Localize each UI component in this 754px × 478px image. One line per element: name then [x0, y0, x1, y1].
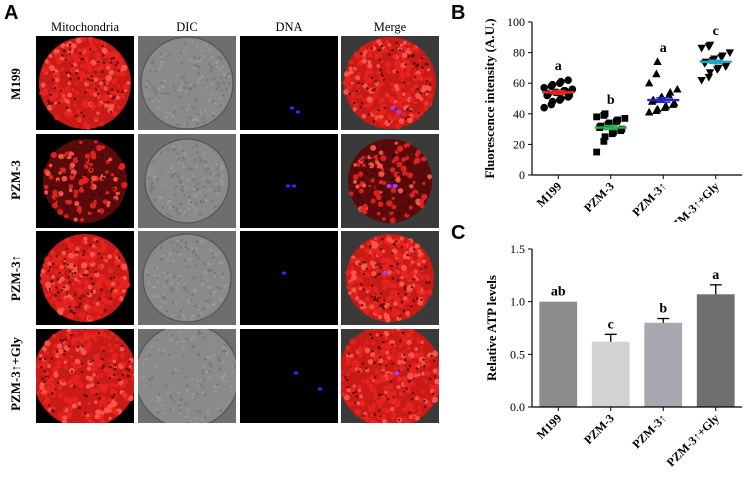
- chart-b-data-point: [653, 104, 662, 113]
- chart-b-data-point: [718, 52, 727, 61]
- column-header-merge: Merge: [373, 20, 407, 34]
- chart-c-y-tick-label: 1.5: [510, 242, 525, 256]
- chart-c-y-tick-label: 1.0: [510, 295, 525, 309]
- chart-c-y-axis-label: Relative ATP levels: [484, 275, 499, 381]
- micrograph-mitochondria-row-1: [36, 36, 134, 130]
- chart-b-data-point: [614, 116, 622, 124]
- chart-b-data-point: [665, 87, 675, 96]
- chart-b-data-point: [597, 122, 605, 130]
- chart-b-data-point: [644, 107, 654, 116]
- chart-b-data-point: [722, 61, 732, 70]
- chart-b-x-tick-label: PZM-3↑+Gly: [664, 179, 722, 222]
- chart-b-y-tick-label: 0: [519, 168, 525, 182]
- row-label-pzm3-up-gly: PZM-3↑+Gly: [8, 337, 23, 411]
- chart-c-atp-bar: ab M199 c PZM-3 b PZM-3↑ a PZM-3↑+Gly 0.0 0.5 1.0 1…: [484, 242, 742, 469]
- chart-b-data-point: [548, 97, 557, 106]
- chart-c-x-tick-label: PZM-3↑: [629, 411, 669, 451]
- scale-bar: [424, 424, 434, 426]
- panel-letter-a: A: [4, 2, 19, 24]
- chart-b-data-point: [593, 113, 601, 121]
- chart-b-data-point: [610, 128, 617, 136]
- chart-b-data-point: [600, 137, 608, 145]
- panel-letter-c: C: [451, 222, 466, 244]
- chart-b-data-point: [618, 125, 626, 133]
- chart-b-data-point: [621, 114, 629, 122]
- chart-b-data-point: [710, 55, 719, 64]
- chart-b-data-point: [601, 133, 609, 141]
- micrograph-dna-row-3: [240, 231, 338, 325]
- chart-b-data-point: [540, 103, 548, 112]
- chart-b-data-point: [593, 148, 601, 156]
- column-header-dic: DIC: [176, 20, 198, 34]
- chart-b-significance-letter: b: [607, 93, 615, 108]
- chart-c-significance-letter: a: [712, 268, 719, 283]
- chart-c-significance-letter: b: [659, 302, 667, 317]
- row-label-pzm3: PZM-3: [8, 160, 23, 200]
- chart-b-data-point: [557, 77, 565, 86]
- chart-c-bar: [644, 322, 683, 407]
- chart-c-x-tick-label: PZM-3↑+Gly: [664, 411, 722, 469]
- chart-b-significance-letter: a: [660, 41, 667, 56]
- column-header-mitochondria: Mitochondria: [50, 20, 120, 34]
- chart-b-x-tick-label: M199: [534, 179, 565, 210]
- chart-b-x-tick-label: PZM-3↑: [629, 179, 669, 219]
- chart-c-bar: [696, 294, 735, 407]
- chart-c-y-tick-label: 0.0: [510, 400, 525, 414]
- micrograph-merge-row-4: [341, 329, 439, 423]
- micrograph-merge-row-3: [341, 231, 439, 325]
- chart-b-data-point: [557, 94, 565, 103]
- micrograph-merge-row-2: [341, 134, 439, 228]
- chart-b-data-point: [653, 57, 662, 65]
- chart-b-y-axis-label: Fluorescence intensity (A.U.): [482, 18, 497, 178]
- micrograph-dic-row-3: [138, 231, 236, 325]
- chart-b-data-point: [564, 76, 572, 84]
- panel-letter-b: B: [451, 2, 466, 24]
- chart-b-fluorescence-scatter: 0 20 40 60 80 100 Fluorescence intensity (A.U.…: [482, 15, 742, 222]
- micrograph-mitochondria-row-3: [36, 231, 134, 325]
- chart-c-bar: [539, 301, 578, 407]
- micrograph-dna-row-1: [240, 36, 338, 130]
- chart-b-data-point: [548, 80, 557, 89]
- micrograph-mitochondria-row-2: [36, 134, 134, 228]
- row-label-m199: M199: [8, 68, 23, 100]
- chart-c-x-tick-label: PZM-3: [581, 411, 617, 447]
- chart-b-data-point: [661, 101, 671, 110]
- chart-b-data-point: [652, 69, 661, 78]
- chart-b-data-point: [704, 73, 714, 82]
- micrograph-mitochondria-row-4: [36, 329, 134, 423]
- chart-b-data-point: [705, 69, 715, 77]
- micrograph-dic-row-4: [138, 329, 236, 423]
- micrograph-dic-row-2: [138, 134, 236, 228]
- micrograph-dna-row-2: [240, 134, 338, 228]
- column-header-dna: DNA: [275, 20, 303, 34]
- chart-b-data-point: [697, 76, 706, 85]
- chart-b-data-point: [705, 41, 715, 50]
- chart-b-data-point: [697, 44, 706, 53]
- chart-b-x-tick-label: PZM-3: [581, 179, 617, 215]
- chart-b-y-tick-label: 100: [507, 15, 525, 29]
- chart-b-data-point: [673, 84, 682, 93]
- chart-b-significance-letter: c: [713, 24, 719, 39]
- chart-b-y-tick-label: 60: [513, 76, 525, 90]
- chart-b-data-point: [605, 119, 613, 127]
- chart-b-data-point: [540, 83, 548, 92]
- chart-b-y-tick-label: 40: [513, 107, 525, 121]
- chart-b-data-point: [714, 64, 723, 73]
- micrograph-dic-row-1: [138, 36, 236, 130]
- chart-c-y-tick-label: 0.5: [510, 347, 525, 361]
- chart-c-significance-letter: c: [608, 317, 614, 332]
- chart-c-bar: [591, 341, 630, 407]
- chart-c-x-tick-label: M199: [534, 411, 565, 442]
- chart-b-data-point: [725, 49, 735, 58]
- chart-b-significance-letter: a: [555, 59, 562, 74]
- chart-c-significance-letter: ab: [551, 285, 566, 300]
- chart-b-data-point: [670, 98, 679, 107]
- micrograph-merge-row-1: [341, 36, 439, 130]
- chart-b-y-tick-label: 20: [513, 137, 525, 151]
- chart-b-data-point: [601, 110, 609, 118]
- chart-b-y-tick-label: 80: [513, 46, 525, 60]
- micrograph-dna-row-4: [240, 329, 338, 423]
- chart-b-data-point: [644, 78, 654, 87]
